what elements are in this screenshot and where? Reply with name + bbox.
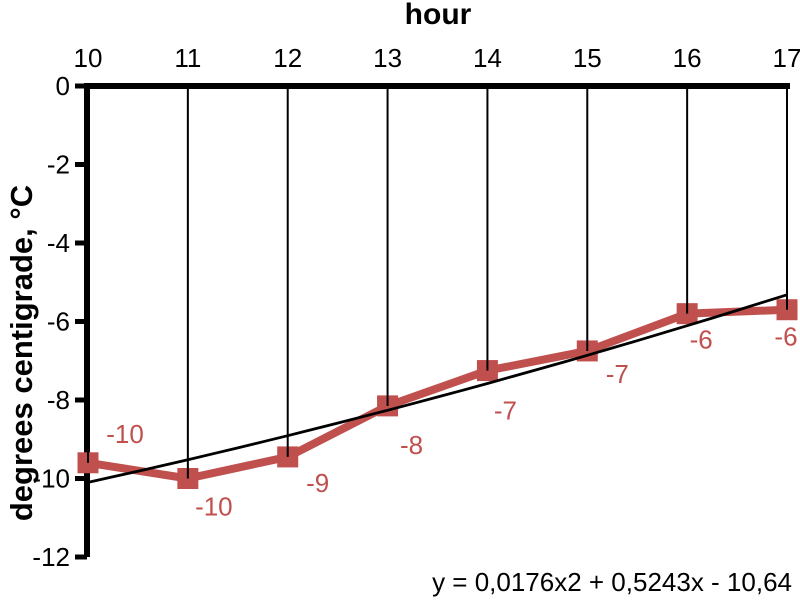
data-point-label: -10 bbox=[195, 492, 233, 522]
y-tick-label: -10 bbox=[32, 464, 70, 494]
trendline-equation: y = 0,0176x2 + 0,5243x - 10,64 bbox=[432, 567, 792, 597]
data-point-label: -8 bbox=[400, 430, 423, 460]
y-tick-label: 0 bbox=[56, 71, 70, 101]
x-tick-label: 13 bbox=[373, 43, 402, 73]
x-tick-label: 11 bbox=[174, 43, 201, 73]
data-point-label: -6 bbox=[690, 325, 713, 355]
data-point-label: -6 bbox=[774, 322, 797, 352]
x-tick-label: 14 bbox=[473, 43, 502, 73]
y-tick-label: -4 bbox=[47, 228, 70, 258]
data-point-label: -7 bbox=[606, 359, 629, 389]
x-tick-label: 17 bbox=[773, 43, 800, 73]
x-tick-label: 12 bbox=[273, 43, 302, 73]
y-tick-label: -6 bbox=[47, 307, 70, 337]
trendline bbox=[87, 293, 788, 484]
x-axis-title: hour bbox=[404, 0, 472, 31]
y-tick-label: -12 bbox=[32, 542, 70, 572]
x-tick-label: 15 bbox=[573, 43, 602, 73]
data-point-label: -9 bbox=[306, 468, 329, 498]
x-tick-label: 10 bbox=[74, 43, 103, 73]
x-tick-label: 16 bbox=[673, 43, 702, 73]
y-tick-label: -8 bbox=[47, 385, 70, 415]
data-point-label: -10 bbox=[106, 419, 144, 449]
y-tick-label: -2 bbox=[47, 150, 70, 180]
data-point-label: -7 bbox=[494, 396, 517, 426]
series-line bbox=[84, 305, 791, 483]
